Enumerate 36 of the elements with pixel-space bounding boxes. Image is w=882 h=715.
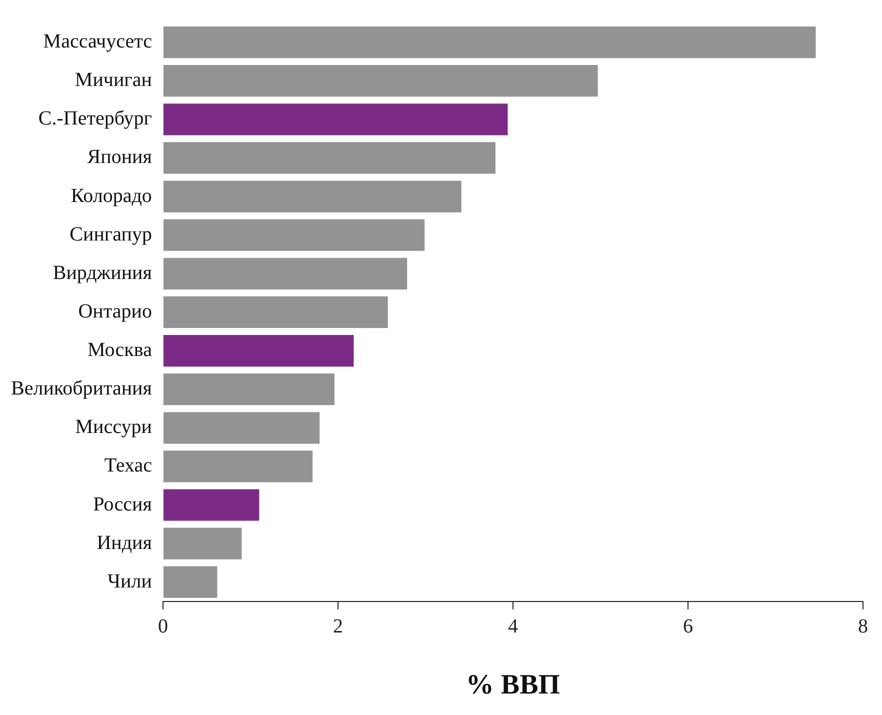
y-tick-label: Онтарио bbox=[78, 300, 152, 322]
x-tick-label: 8 bbox=[858, 616, 868, 638]
x-tick-label: 0 bbox=[158, 616, 168, 638]
bar bbox=[163, 296, 388, 328]
y-tick-label: Великобритания bbox=[10, 378, 152, 400]
y-tick-label: Миссури bbox=[75, 416, 152, 438]
y-tick-label: Индия bbox=[96, 532, 152, 554]
y-tick-label: Москва bbox=[88, 339, 152, 362]
bar bbox=[163, 412, 320, 444]
bar bbox=[163, 104, 508, 136]
bar bbox=[163, 528, 242, 560]
bar bbox=[163, 334, 354, 367]
bar bbox=[163, 374, 334, 406]
x-axis-title: % ВВП bbox=[466, 669, 560, 700]
y-tick-label: С.-Петербург bbox=[38, 108, 152, 130]
bar bbox=[163, 258, 408, 290]
y-tick-label: Техас bbox=[104, 454, 152, 477]
bar bbox=[163, 450, 313, 482]
y-tick-label: Сингапур bbox=[70, 223, 152, 246]
x-tick-label: 4 bbox=[508, 616, 518, 638]
y-tick-label: Россия bbox=[93, 493, 152, 516]
y-tick-label: Мичиган bbox=[74, 69, 152, 92]
bar bbox=[163, 26, 816, 58]
bar bbox=[163, 142, 496, 174]
bar bbox=[163, 180, 462, 212]
y-tick-label: Колорадо bbox=[70, 184, 152, 207]
y-tick-label: Вирджиния bbox=[52, 262, 152, 284]
y-tick-label: Чили bbox=[108, 570, 152, 592]
y-tick-label: Япония bbox=[87, 146, 152, 168]
y-tick-label: Массачусетс bbox=[43, 30, 152, 53]
bar bbox=[163, 566, 218, 598]
x-tick-label: 6 bbox=[682, 616, 693, 638]
bar bbox=[163, 219, 425, 251]
x-tick-label: 2 bbox=[332, 616, 343, 638]
bar bbox=[163, 65, 598, 97]
bar bbox=[163, 489, 260, 521]
